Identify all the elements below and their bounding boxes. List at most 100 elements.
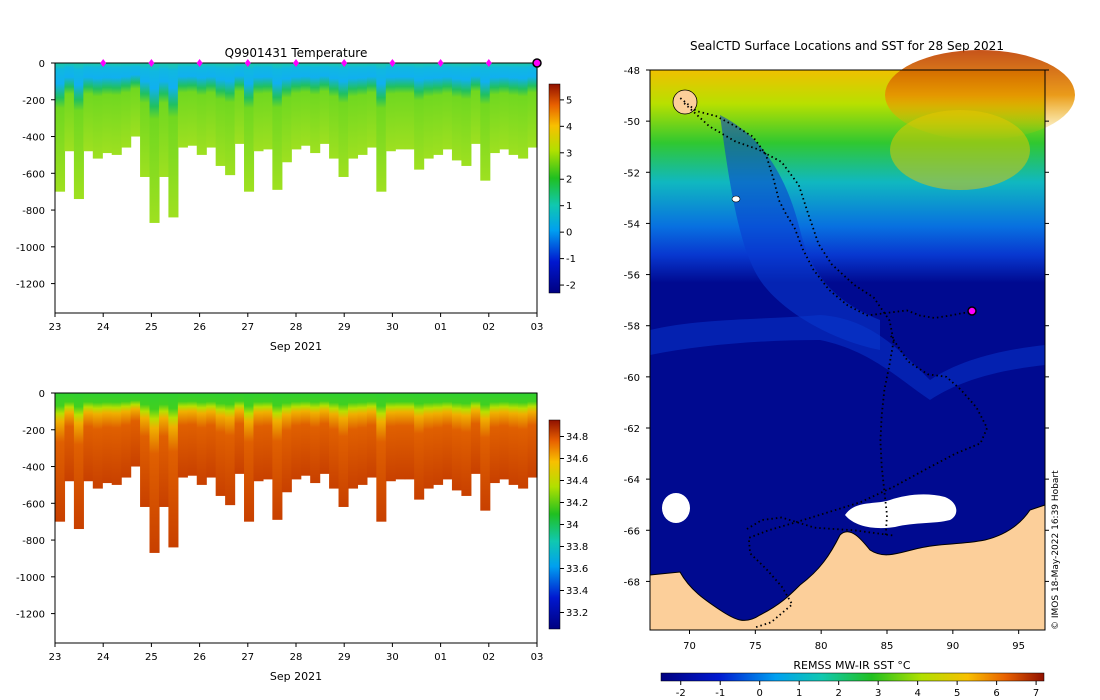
sst-colorbar-tick-label: -2 — [676, 688, 686, 699]
colorbar-tick-label: 34.2 — [566, 498, 588, 509]
y-tick-label: 0 — [39, 59, 45, 70]
profile-marker — [485, 59, 492, 67]
sst-cold-tongue — [720, 115, 880, 350]
profile-marker — [100, 59, 107, 67]
salinity-colorbar — [548, 419, 561, 630]
x-tick-label: 01 — [434, 652, 447, 663]
x-tick-label: 30 — [386, 322, 399, 333]
y-tick-label: -400 — [22, 133, 45, 144]
sst-map-lon-axis: 70 75 80 85 90 95 — [683, 630, 1025, 652]
depth-profile-column — [300, 393, 311, 476]
lat-tick-label: -50 — [624, 117, 640, 128]
depth-profile-column — [73, 393, 84, 530]
depth-profile-column — [64, 393, 75, 482]
depth-profile-column — [404, 63, 415, 150]
y-tick-label: -1200 — [16, 610, 45, 621]
depth-profile-column — [489, 393, 500, 484]
depth-profile-column — [291, 63, 302, 150]
temperature-colorbar-ticks: 5 4 3 2 1 0 -1 -2 — [560, 95, 576, 292]
depth-profile-column — [423, 63, 434, 159]
y-tick-label: -800 — [22, 206, 45, 217]
depth-profile-column — [338, 393, 349, 507]
depth-profile-column — [253, 63, 264, 152]
depth-profile-column — [111, 63, 122, 155]
depth-profile-column — [168, 393, 179, 548]
depth-profile-column — [92, 63, 103, 159]
seal-track-line-3 — [747, 335, 989, 629]
depth-profile-column — [385, 63, 396, 152]
y-tick-label: -800 — [22, 536, 45, 547]
depth-profile-column — [177, 393, 188, 478]
y-tick-label: 0 — [39, 389, 45, 400]
seal-track — [679, 97, 989, 629]
x-tick-label: 01 — [434, 322, 447, 333]
sst-map-panel: SealCTD Surface Locations and SST for 28… — [624, 39, 1075, 699]
x-tick-label: 29 — [338, 322, 351, 333]
lat-tick-label: -48 — [624, 66, 640, 77]
colorbar-tick-label: 2 — [566, 175, 572, 186]
temperature-title: Q9901431 Temperature — [225, 46, 368, 60]
colorbar-tick-label: 5 — [566, 95, 572, 106]
depth-profile-column — [480, 63, 491, 181]
x-tick-label: 27 — [241, 652, 254, 663]
depth-profile-column — [338, 63, 349, 177]
salinity-heatmap — [55, 393, 538, 553]
x-tick-label: 03 — [531, 652, 544, 663]
depth-profile-column — [423, 393, 434, 489]
depth-profile-column — [140, 393, 151, 507]
x-tick-label: 02 — [482, 652, 495, 663]
temperature-heatmap — [55, 63, 538, 313]
heard-island — [731, 195, 741, 203]
x-tick-label: 28 — [290, 652, 303, 663]
depth-profile-column — [414, 63, 425, 170]
x-tick-label: 30 — [386, 652, 399, 663]
sst-colorbar-tick-label: 5 — [954, 688, 960, 699]
depth-profile-column — [130, 393, 141, 467]
depth-profile-column — [149, 393, 160, 553]
salinity-xlabel: Sep 2021 — [270, 670, 322, 683]
depth-profile-column — [395, 393, 406, 480]
depth-profile-column — [518, 393, 529, 489]
depth-profile-column — [291, 393, 302, 480]
sst-credit: © IMOS 18-May-2022 16:39 Hobart — [1051, 470, 1061, 630]
lon-tick-label: 90 — [946, 641, 959, 652]
lat-tick-label: -62 — [624, 424, 640, 435]
depth-profile-column — [234, 63, 245, 144]
lat-tick-label: -52 — [624, 168, 640, 179]
depth-profile-column — [385, 393, 396, 482]
depth-profile-column — [225, 63, 236, 176]
temperature-panel: Q9901431 Temperature 0 -200 -400 -600 -800 -1… — [16, 46, 576, 353]
depth-profile-column — [442, 393, 453, 480]
depth-profile-column — [433, 63, 444, 155]
profile-marker — [389, 59, 396, 67]
y-tick-label: -1000 — [16, 243, 45, 254]
lat-tick-label: -60 — [624, 373, 640, 384]
sst-colorbar — [660, 672, 1045, 682]
colorbar-tick-label: 33.2 — [566, 608, 588, 619]
depth-profile-column — [168, 63, 179, 218]
x-tick-label: 23 — [49, 322, 62, 333]
depth-profile-column — [357, 63, 368, 155]
depth-profile-column — [527, 393, 538, 478]
depth-profile-column — [244, 393, 255, 522]
depth-profile-column — [272, 63, 283, 190]
depth-profile-column — [451, 393, 462, 491]
colorbar-tick-label: -2 — [566, 281, 576, 292]
depth-profile-column — [376, 63, 387, 192]
sst-warm-patch-2 — [890, 110, 1030, 190]
depth-profile-column — [149, 63, 160, 223]
x-tick-label: 24 — [97, 652, 110, 663]
y-tick-label: -600 — [22, 169, 45, 180]
y-tick-label: -400 — [22, 463, 45, 474]
depth-profile-column — [527, 63, 538, 148]
depth-profile-column — [310, 63, 321, 154]
depth-profile-column — [140, 63, 151, 177]
depth-profile-column — [187, 63, 198, 146]
x-tick-label: 29 — [338, 652, 351, 663]
profile-marker — [437, 59, 444, 67]
depth-profile-column — [55, 63, 66, 192]
depth-profile-column — [461, 393, 472, 496]
depth-profile-column — [470, 393, 481, 474]
depth-profile-column — [253, 393, 264, 482]
